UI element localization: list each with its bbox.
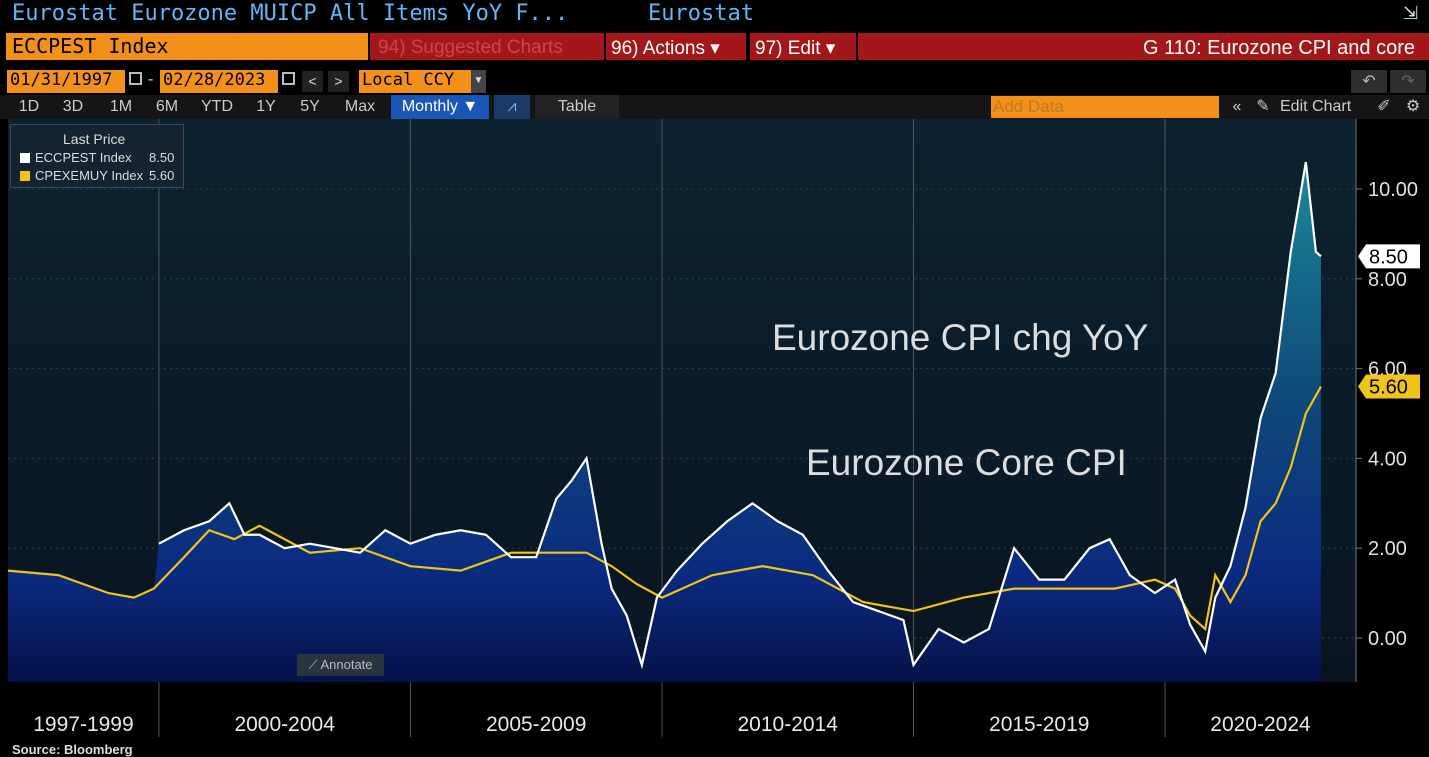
chart-area: 10.008.006.004.002.000.008.505.60 1997-1… xyxy=(7,119,1420,737)
line-chart-icon[interactable]: ⩘ xyxy=(494,95,530,119)
calendar-icon[interactable] xyxy=(129,72,142,85)
suggested-charts-label: 94) Suggested Charts xyxy=(378,37,563,58)
legend-swatch xyxy=(20,171,30,181)
legend: Last Price ECCPEST Index 8.50 CPEXEMUY I… xyxy=(10,124,184,188)
period-label: 2000-2004 xyxy=(234,713,335,736)
legend-value: 8.50 xyxy=(149,150,175,165)
range-1d[interactable]: 1D xyxy=(18,98,40,115)
range-5y[interactable]: 5Y xyxy=(300,98,320,115)
legend-label: CPEXEMUY Index xyxy=(35,168,144,183)
range-1y[interactable]: 1Y xyxy=(256,98,276,115)
y-tick-label: 10.00 xyxy=(1368,179,1418,201)
next-arrow-icon[interactable]: > xyxy=(328,71,349,92)
legend-label: ECCPEST Index xyxy=(35,150,132,165)
chart-title: G 110: Eurozone CPI and core xyxy=(1142,37,1415,59)
ticker-text: ECCPEST Index xyxy=(12,34,169,58)
date-controls: 01/31/1997 - 02/28/2023 < > Local CCY ▼ … xyxy=(0,68,1429,94)
suggested-charts-menu[interactable]: 94) Suggested Charts xyxy=(370,33,604,60)
last-value-headline: 8.50 xyxy=(1369,246,1408,268)
source-note: Source: Bloomberg xyxy=(12,742,133,757)
annotation-headline: Eurozone CPI chg YoY xyxy=(772,317,1149,358)
edit-icon[interactable]: ✐ xyxy=(1377,98,1391,115)
annotation-core: Eurozone Core CPI xyxy=(806,442,1127,483)
period-label: 2015-2019 xyxy=(989,713,1089,736)
period-label: 2010-2014 xyxy=(737,713,838,736)
currency-select[interactable]: Local CCY xyxy=(359,70,471,93)
start-date-input[interactable]: 01/31/1997 xyxy=(7,70,125,93)
legend-swatch xyxy=(20,153,30,163)
range-toolbar: 1D 3D 1M 6M YTD 1Y 5Y Max Monthly ▼ ⩘ Ta… xyxy=(0,95,1429,119)
period-label: 2020-2024 xyxy=(1210,713,1311,736)
command-bar: ECCPEST Index 94) Suggested Charts 96) A… xyxy=(0,31,1429,61)
frequency-select[interactable]: Monthly ▼ xyxy=(391,95,489,119)
last-value-core-bg xyxy=(1358,374,1420,399)
chart-title-bar: G 110: Eurozone CPI and core xyxy=(858,33,1429,60)
prev-arrow-icon[interactable]: < xyxy=(302,71,323,92)
range-max[interactable]: Max xyxy=(344,98,376,115)
period-label: 1997-1999 xyxy=(33,713,133,736)
annotate-button[interactable]: ⟋ Annotate xyxy=(297,654,384,676)
period-label: 2005-2009 xyxy=(486,713,586,736)
end-date-input[interactable]: 02/28/2023 xyxy=(160,70,278,93)
core-cpi-line xyxy=(7,386,1322,632)
y-tick-label: 4.00 xyxy=(1368,448,1407,470)
ticker-field[interactable]: ECCPEST Index xyxy=(6,33,368,60)
actions-menu[interactable]: 96) Actions ▾ xyxy=(606,33,746,60)
range-3d[interactable]: 3D xyxy=(62,98,84,115)
actions-label: 96) Actions ▾ xyxy=(611,38,720,59)
y-tick-label: 0.00 xyxy=(1368,628,1407,650)
last-value-headline-bg xyxy=(1358,244,1420,269)
source-name: Eurostat xyxy=(648,1,754,26)
calendar-icon[interactable] xyxy=(282,72,295,85)
add-data-input[interactable]: Add Data xyxy=(991,96,1219,118)
undo-icon[interactable]: ↶ xyxy=(1351,70,1387,93)
table-button[interactable]: Table xyxy=(535,95,619,119)
range-6m[interactable]: 6M xyxy=(155,98,179,115)
last-value-core: 5.60 xyxy=(1369,377,1408,399)
annotate-label: Annotate xyxy=(320,657,373,672)
range-1m[interactable]: 1M xyxy=(109,98,133,115)
y-tick-label: 8.00 xyxy=(1368,269,1407,291)
gear-icon[interactable]: ⚙ xyxy=(1405,98,1421,115)
title-bar: Eurostat Eurozone MUICP All Items YoY F.… xyxy=(0,0,1429,30)
redo-icon[interactable]: ↷ xyxy=(1390,70,1426,93)
popout-icon[interactable]: ⇲ xyxy=(1403,3,1419,23)
headline-cpi-line xyxy=(158,161,1322,670)
edit-label: 97) Edit ▾ xyxy=(755,38,836,59)
edit-chart-button[interactable]: Edit Chart xyxy=(1280,98,1352,115)
legend-value: 5.60 xyxy=(149,168,175,183)
range-ytd[interactable]: YTD xyxy=(201,98,233,115)
edit-menu[interactable]: 97) Edit ▾ xyxy=(750,33,856,60)
pencil-icon: ✎ xyxy=(1256,98,1270,115)
collapse-icon[interactable]: « xyxy=(1232,98,1242,115)
security-title: Eurostat Eurozone MUICP All Items YoY F.… xyxy=(12,1,569,26)
chevron-down-icon[interactable]: ▼ xyxy=(471,70,486,93)
headline-area-fill xyxy=(8,162,1321,682)
legend-item-headline: ECCPEST Index xyxy=(20,150,132,165)
legend-item-core: CPEXEMUY Index xyxy=(20,168,143,183)
legend-heading: Last Price xyxy=(63,131,126,147)
date-separator: - xyxy=(148,71,154,88)
y-tick-label: 2.00 xyxy=(1368,538,1407,560)
